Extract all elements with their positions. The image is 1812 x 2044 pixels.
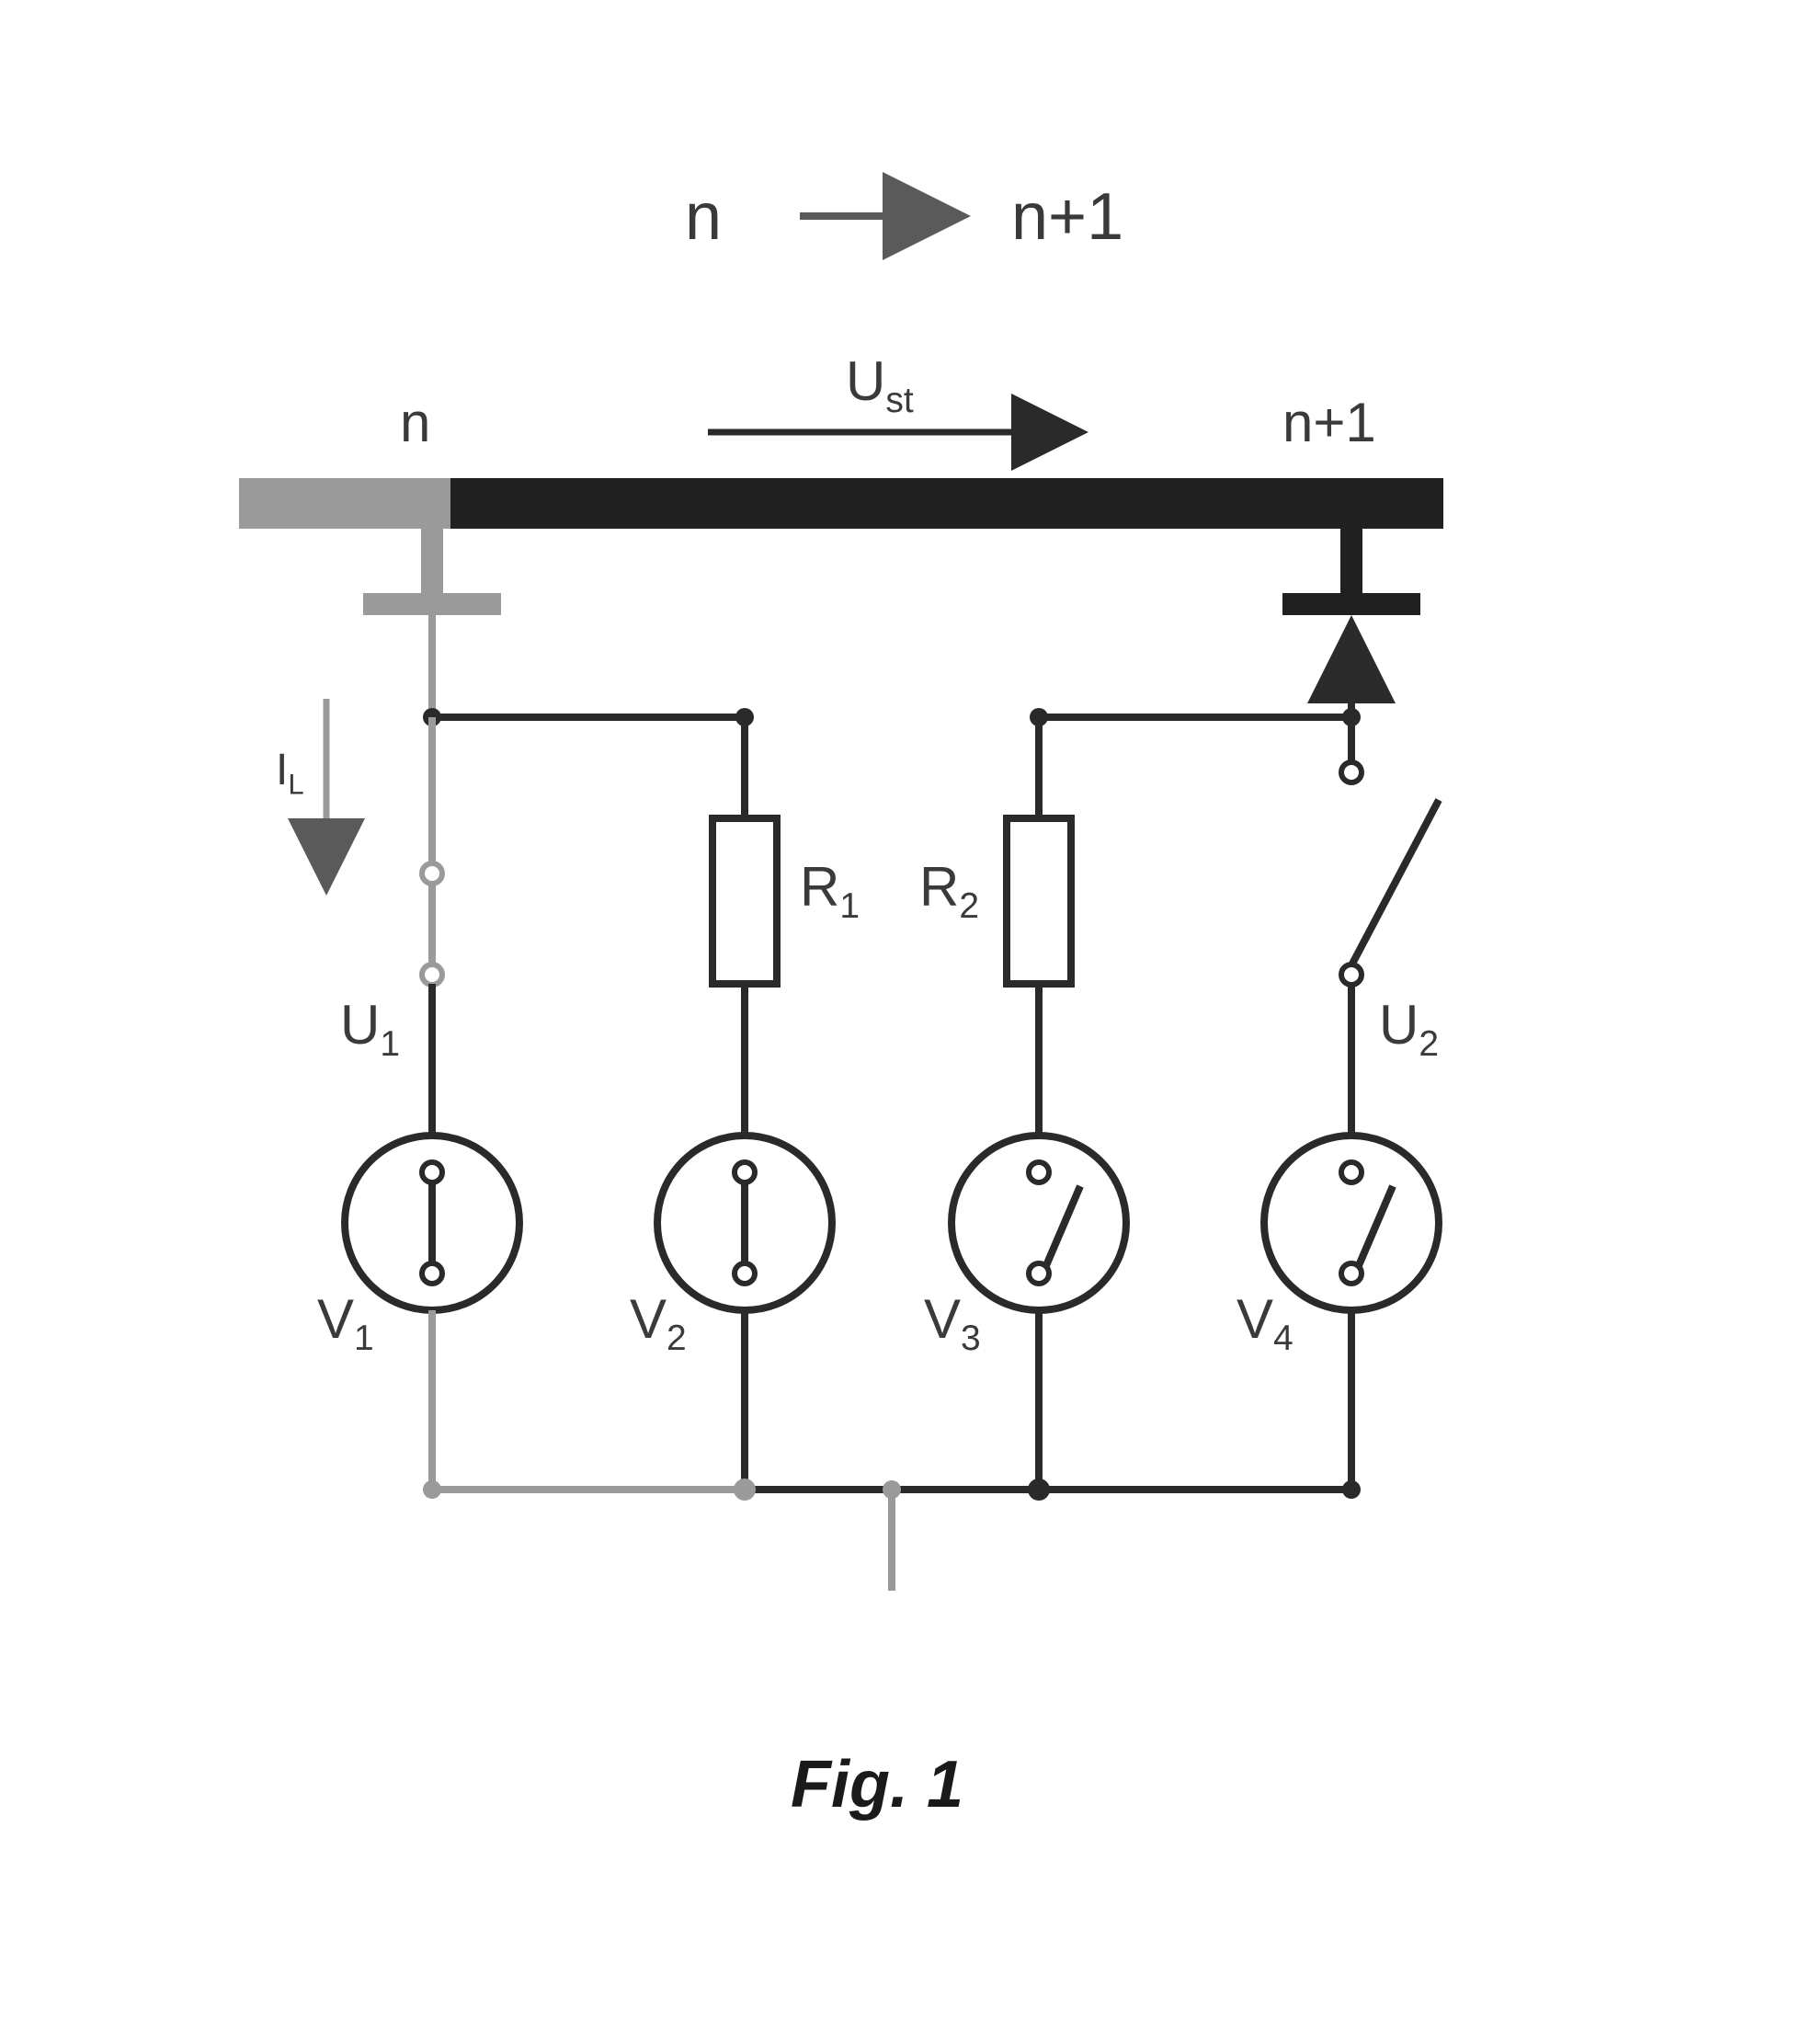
left-tap-stem	[421, 529, 443, 593]
node-center-bot	[883, 1480, 901, 1499]
tap-label-n1: n+1	[1282, 391, 1376, 454]
b3-int-c2	[1029, 1263, 1049, 1284]
b1-int-c2	[422, 1263, 442, 1284]
circuit-diagram: n n+1 n n+1 Ust IL U1 U2 R1 R2 V1 V2 V3 …	[0, 0, 1812, 2044]
b4-ext-c1	[1341, 762, 1362, 782]
node-b4-bot	[1342, 1480, 1361, 1499]
bar-left-light	[239, 478, 450, 529]
b2-int-c1	[735, 1162, 755, 1182]
u1-label: U1	[340, 993, 400, 1065]
node-b3-bot	[1028, 1479, 1050, 1501]
circuit-svg	[0, 0, 1812, 2044]
r1-label: R1	[800, 855, 860, 927]
b3-int-c1	[1029, 1162, 1049, 1182]
tap-label-n: n	[400, 391, 430, 454]
left-tap-plate	[363, 593, 501, 615]
b4-int-c2	[1341, 1263, 1362, 1284]
b2-resistor	[712, 818, 777, 984]
figure-caption: Fig. 1	[791, 1747, 963, 1822]
node-b1-bot	[423, 1480, 441, 1499]
v1-label: V1	[317, 1287, 374, 1359]
b2-int-c2	[735, 1263, 755, 1284]
b3-resistor	[1007, 818, 1071, 984]
u2-label: U2	[1379, 993, 1439, 1065]
b1-ext-c1	[422, 863, 442, 884]
r2-label: R2	[919, 855, 979, 927]
right-tap-plate	[1282, 593, 1420, 615]
b1-ext-c2	[422, 965, 442, 985]
ust-label: Ust	[846, 349, 914, 421]
b4-ext-c2	[1341, 965, 1362, 985]
b1-int-c1	[422, 1162, 442, 1182]
il-label: IL	[276, 745, 304, 802]
node-b2-bot	[734, 1479, 756, 1501]
title-n1: n+1	[1011, 179, 1123, 255]
v4-label: V4	[1236, 1287, 1293, 1359]
v2-label: V2	[630, 1287, 687, 1359]
right-tap-stem	[1340, 529, 1362, 593]
b4-ext-blade-open	[1351, 800, 1439, 965]
bar-dark	[450, 478, 1443, 529]
title-n: n	[685, 179, 722, 255]
b4-int-c1	[1341, 1162, 1362, 1182]
v3-label: V3	[924, 1287, 981, 1359]
